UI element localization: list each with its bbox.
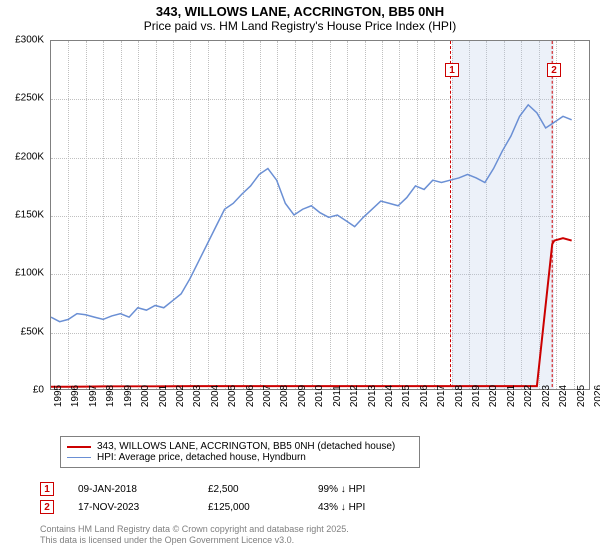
sales-date-1: 17-NOV-2023 <box>78 502 208 513</box>
x-tick-label: 1998 <box>105 385 116 407</box>
x-tick-label: 2002 <box>175 385 186 407</box>
x-tick-label: 2011 <box>332 385 343 407</box>
plot-area: 12 <box>50 40 590 390</box>
x-tick-label: 2024 <box>558 385 569 407</box>
x-tick-label: 2003 <box>192 385 203 407</box>
sales-pct-0: 99% ↓ HPI <box>318 484 378 495</box>
sales-pct-val-0: 99% <box>318 484 338 495</box>
x-tick-label: 2013 <box>367 385 378 407</box>
y-tick-label: £300K <box>15 35 44 46</box>
arrow-down-icon: ↓ <box>341 502 346 513</box>
x-tick-label: 2008 <box>279 385 290 407</box>
x-tick-label: 2004 <box>210 385 221 407</box>
legend-row-1: HPI: Average price, detached house, Hynd… <box>67 452 413 463</box>
x-tick-label: 2017 <box>436 385 447 407</box>
sales-marker-0: 1 <box>40 482 54 496</box>
legend-row-0: 343, WILLOWS LANE, ACCRINGTON, BB5 0NH (… <box>67 441 413 452</box>
x-tick-label: 2012 <box>349 385 360 407</box>
title-line2: Price paid vs. HM Land Registry's House … <box>0 19 600 33</box>
x-tick-label: 2019 <box>471 385 482 407</box>
y-tick-label: £200K <box>15 151 44 162</box>
legend-swatch-1 <box>67 457 91 458</box>
x-tick-label: 2009 <box>297 385 308 407</box>
x-tick-label: 2022 <box>523 385 534 407</box>
title-line1: 343, WILLOWS LANE, ACCRINGTON, BB5 0NH <box>0 4 600 19</box>
legend-swatch-0 <box>67 446 91 448</box>
x-tick-label: 2001 <box>158 385 169 407</box>
x-tick-label: 2025 <box>576 385 587 407</box>
sales-price-1: £125,000 <box>208 502 318 513</box>
sales-marker-1: 2 <box>40 500 54 514</box>
y-tick-label: £50K <box>21 326 44 337</box>
chart-container: 343, WILLOWS LANE, ACCRINGTON, BB5 0NH P… <box>0 0 600 560</box>
x-tick-label: 1995 <box>53 385 64 407</box>
sales-table: 1 09-JAN-2018 £2,500 99% ↓ HPI 2 17-NOV-… <box>40 482 590 518</box>
x-tick-label: 2006 <box>245 385 256 407</box>
y-tick-label: £100K <box>15 268 44 279</box>
chart-marker-1: 1 <box>445 63 459 77</box>
sales-date-0: 09-JAN-2018 <box>78 484 208 495</box>
sales-row-1: 2 17-NOV-2023 £125,000 43% ↓ HPI <box>40 500 590 514</box>
y-tick-label: £250K <box>15 93 44 104</box>
x-tick-label: 2007 <box>262 385 273 407</box>
chart-marker-2: 2 <box>547 63 561 77</box>
x-tick-label: 2014 <box>384 385 395 407</box>
x-tick-label: 2000 <box>140 385 151 407</box>
legend-label-0: 343, WILLOWS LANE, ACCRINGTON, BB5 0NH (… <box>97 441 395 452</box>
footer-line1: Contains HM Land Registry data © Crown c… <box>40 524 349 535</box>
y-tick-label: £0 <box>33 385 44 396</box>
x-tick-label: 2023 <box>541 385 552 407</box>
legend: 343, WILLOWS LANE, ACCRINGTON, BB5 0NH (… <box>60 436 420 468</box>
y-axis-labels: £0£50K£100K£150K£200K£250K£300K <box>0 40 48 390</box>
sales-suffix-1: HPI <box>349 502 366 513</box>
chart-title-block: 343, WILLOWS LANE, ACCRINGTON, BB5 0NH P… <box>0 0 600 35</box>
y-tick-label: £150K <box>15 210 44 221</box>
x-tick-label: 1997 <box>88 385 99 407</box>
x-tick-label: 1996 <box>70 385 81 407</box>
x-tick-label: 2026 <box>593 385 600 407</box>
sales-price-0: £2,500 <box>208 484 318 495</box>
x-axis-labels: 1995199619971998199920002001200220032004… <box>50 392 590 432</box>
x-tick-label: 2010 <box>314 385 325 407</box>
x-tick-label: 2016 <box>419 385 430 407</box>
legend-label-1: HPI: Average price, detached house, Hynd… <box>97 452 306 463</box>
x-tick-label: 2018 <box>454 385 465 407</box>
x-tick-label: 2021 <box>506 385 517 407</box>
arrow-down-icon: ↓ <box>341 484 346 495</box>
footer-line2: This data is licensed under the Open Gov… <box>40 535 349 546</box>
sales-pct-1: 43% ↓ HPI <box>318 502 378 513</box>
footer: Contains HM Land Registry data © Crown c… <box>40 524 349 546</box>
sales-suffix-0: HPI <box>349 484 366 495</box>
x-tick-label: 2015 <box>401 385 412 407</box>
sales-row-0: 1 09-JAN-2018 £2,500 99% ↓ HPI <box>40 482 590 496</box>
x-tick-label: 2020 <box>488 385 499 407</box>
x-tick-label: 1999 <box>123 385 134 407</box>
x-tick-label: 2005 <box>227 385 238 407</box>
sales-pct-val-1: 43% <box>318 502 338 513</box>
